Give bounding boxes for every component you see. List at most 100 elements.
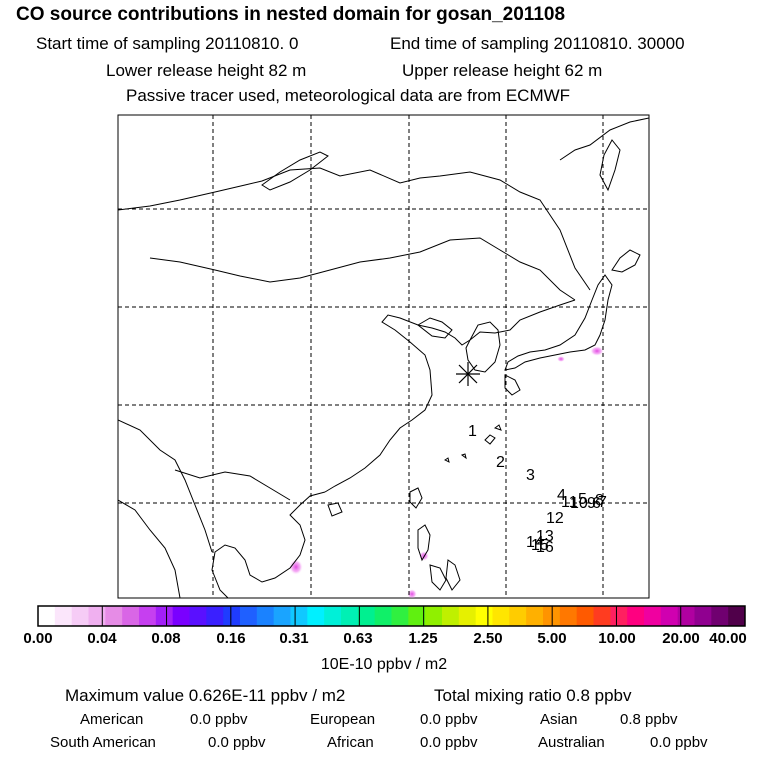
colorbar-swatch [559,606,578,626]
traj-label-1: 1 [468,423,477,440]
colorbar-swatch [290,606,308,626]
colorbar-tick: 5.00 [537,630,567,647]
colorbar-unit: 10E-10 ppbv / m2 [320,656,448,673]
colorbar-swatch [425,606,443,626]
traj-label-3: 3 [526,467,535,484]
colorbar-swatch [593,606,611,626]
colorbar-swatch [307,606,325,626]
hotspot-vietnam [289,559,303,575]
colorbar-swatch [341,606,359,626]
region-value-australian: 0.0 ppbv [650,734,708,751]
traj-label-11: 11 [561,494,578,511]
region-name-american: American [80,711,144,728]
region-value-african: 0.0 ppbv [420,734,478,751]
colorbar-swatch [139,606,157,626]
traj-label-13: 13 [536,528,554,545]
colorbar-swatch [172,606,190,626]
max-value: Maximum value 0.626E-11 ppbv / m2 [65,686,346,705]
colorbar-swatch [475,606,493,626]
colorbar-tick: 0.04 [87,630,117,647]
colorbar-swatch [660,606,679,626]
colorbar-swatch [627,606,645,626]
colorbar-swatch [492,606,510,626]
colorbar-swatch [711,606,729,626]
colorbar-tick: 0.08 [151,630,181,647]
colorbar-swatch [694,606,712,626]
traj-label-7: 7 [598,494,607,511]
grid-lines [118,115,649,598]
region-name-african: African [327,734,374,751]
colorbar-tick: 1.25 [408,630,438,647]
hotspot-south [407,589,417,598]
colorbar-swatch [155,606,174,626]
colorbar-swatch [576,606,594,626]
colorbar-tick: 0.16 [216,630,246,647]
region-value-south-american: 0.0 ppbv [208,734,266,751]
map-content: 1 2 3 4 5 6 7 8 9 10 11 12 13 14 15 16 [118,115,649,598]
chart-title: CO source contributions in nested domain… [16,4,566,25]
traj-label-14: 14 [526,534,544,551]
traj-label-12: 12 [546,510,564,527]
lower-release-height: Lower release height 82 m [106,61,307,80]
colorbar-swatch [442,606,460,626]
region-name-asian: Asian [540,711,578,728]
colorbar-tick: 2.50 [473,630,503,647]
region-name-european: European [310,711,376,728]
total-mixing-ratio: Total mixing ratio 0.8 ppbv [434,686,632,705]
colorbar-tick: 10.00 [598,630,636,647]
traj-label-15: 15 [531,537,549,554]
traj-label-10: 10 [570,495,588,512]
hotspot-japan [590,346,604,356]
colorbar-swatch [206,606,224,626]
colorbar-swatch [391,606,409,626]
colorbar-swatch [223,606,241,626]
traj-label-5: 5 [578,491,587,508]
trajectory-labels: 1 2 3 4 5 6 7 8 9 10 11 12 13 14 15 16 [468,423,607,556]
colorbar-swatch [357,606,376,626]
colorbar-swatch [105,606,123,626]
end-time-label: End time of sampling 20110810. 30000 [390,34,685,53]
colorbar-swatch [526,606,544,626]
colorbar-swatch [458,606,477,626]
colorbar-swatch [324,606,342,626]
region-value-american: 0.0 ppbv [190,711,248,728]
colorbar-swatch [273,606,291,626]
colorbar-swatch [88,606,106,626]
colorbar-swatch [610,606,628,626]
region-value-european: 0.0 ppbv [420,711,478,728]
colorbar-swatch [256,606,275,626]
colorbar-tick: 0.63 [343,630,373,647]
colorbar-swatch [677,606,695,626]
traj-label-4: 4 [557,487,566,504]
colorbar-tick: 40.00 [709,630,747,647]
traj-label-2: 2 [496,454,505,471]
colorbar-swatch [189,606,207,626]
colorbar-border [37,605,746,627]
colorbar-swatch [71,606,89,626]
coastlines [118,117,649,598]
colorbar-swatch [408,606,426,626]
colorbar-tick: 0.31 [279,630,309,647]
colorbar-swatch [38,606,56,626]
traj-label-9: 9 [587,495,596,512]
region-value-asian: 0.8 ppbv [620,711,678,728]
hotspot-japan-small [557,356,565,362]
colorbar-tick: 0.00 [23,630,53,647]
colorbar-swatch [509,606,527,626]
colorbar-swatch [644,606,662,626]
upper-release-height: Upper release height 62 m [402,61,603,80]
map-frame [117,114,650,599]
colorbar-swatch [240,606,258,626]
colorbar-swatch [728,606,746,626]
traj-label-6: 6 [592,495,601,512]
region-name-south-american: South American [50,734,156,751]
start-time-label: Start time of sampling 20110810. 0 [36,34,299,53]
receptor-asterisk [456,362,480,386]
colorbar-swatch [543,606,561,626]
colorbar-swatch [374,606,392,626]
passive-tracer-note: Passive tracer used, meteorological data… [126,86,571,105]
colorbar [37,605,746,627]
colorbar-swatch [122,606,140,626]
colorbar-swatch [54,606,73,626]
